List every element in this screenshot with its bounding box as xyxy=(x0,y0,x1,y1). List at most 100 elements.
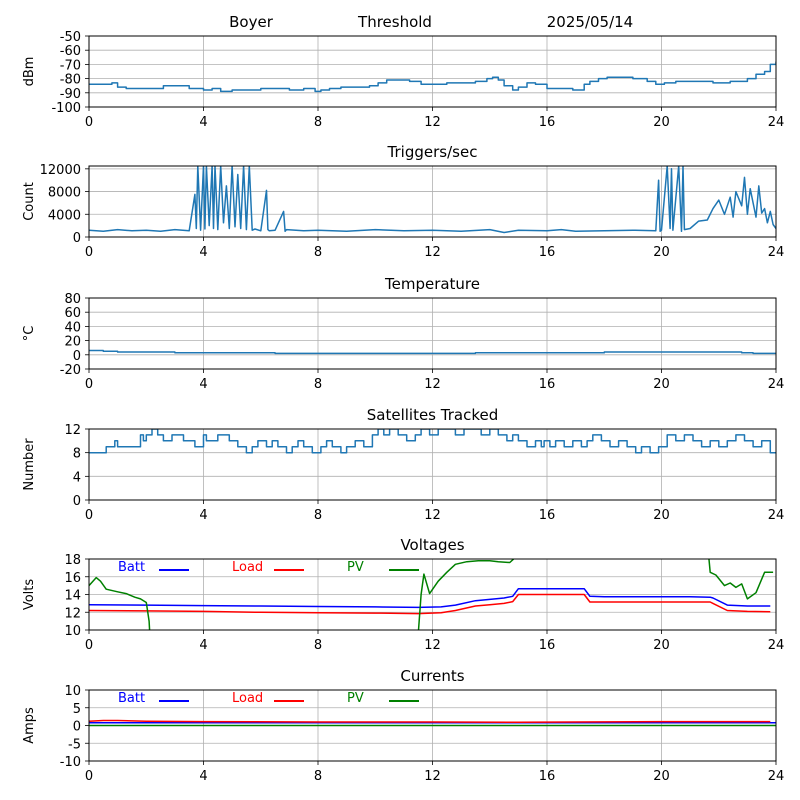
legend-label-pv: PV xyxy=(347,560,364,575)
y-tick-label: -80 xyxy=(60,73,81,88)
x-tick-label: 24 xyxy=(768,245,785,260)
y-tick-label: 10 xyxy=(64,684,81,699)
y-tick-label: 5 xyxy=(73,702,81,717)
x-tick-label: 4 xyxy=(199,638,207,653)
header-date: 2025/05/14 xyxy=(547,13,633,31)
x-tick-label: 20 xyxy=(653,638,670,653)
x-tick-label: 0 xyxy=(85,769,93,784)
y-axis-label: dBm xyxy=(22,57,37,87)
x-tick-label: 20 xyxy=(653,508,670,523)
legend-label-batt: Batt xyxy=(118,560,145,575)
x-tick-label: 12 xyxy=(424,769,441,784)
series-load-voltages xyxy=(89,593,771,615)
legend-label-load: Load xyxy=(232,691,263,706)
panel-title: Satellites Tracked xyxy=(367,406,498,424)
x-tick-label: 12 xyxy=(424,508,441,523)
y-tick-label: 4000 xyxy=(48,208,81,223)
series-line-temperature xyxy=(89,349,776,355)
y-tick-label: 8 xyxy=(73,447,81,462)
x-tick-label: 8 xyxy=(314,769,322,784)
header-station: Boyer xyxy=(229,13,274,31)
y-tick-label: 12 xyxy=(64,606,81,621)
x-tick-label: 4 xyxy=(199,377,207,392)
y-tick-label: -100 xyxy=(51,101,81,116)
x-tick-label: 16 xyxy=(539,638,556,653)
chart-panel-triggers: 0 4 8 12 16 20 24 0 4000 8000 12000 Triggers/sec Cou… xyxy=(22,143,784,260)
x-tick-label: 8 xyxy=(314,377,322,392)
x-tick-label: 20 xyxy=(653,115,670,130)
x-tick-label: 24 xyxy=(768,769,785,784)
panel-title: Currents xyxy=(400,667,464,685)
x-tick-label: 16 xyxy=(539,377,556,392)
y-tick-label: 0 xyxy=(73,720,81,735)
x-tick-label: 0 xyxy=(85,115,93,130)
y-tick-label: 0 xyxy=(73,349,81,364)
x-tick-label: 12 xyxy=(424,377,441,392)
x-tick-label: 8 xyxy=(314,508,322,523)
y-tick-label: -5 xyxy=(68,737,81,752)
legend-label-batt: Batt xyxy=(118,691,145,706)
header-subtitle: Threshold xyxy=(357,13,432,31)
legend-label-pv: PV xyxy=(347,691,364,706)
x-tick-label: 16 xyxy=(539,508,556,523)
x-tick-label: 12 xyxy=(424,245,441,260)
y-axis-label: Volts xyxy=(22,579,37,611)
y-axis-label: °C xyxy=(22,326,37,342)
legend-label-load: Load xyxy=(232,560,263,575)
x-tick-label: 24 xyxy=(768,508,785,523)
x-tick-label: 24 xyxy=(768,115,785,130)
x-tick-label: 4 xyxy=(199,508,207,523)
x-tick-label: 8 xyxy=(314,638,322,653)
y-tick-label: -70 xyxy=(60,58,81,73)
series-line-satellites xyxy=(89,429,776,454)
y-tick-label: 80 xyxy=(64,292,81,307)
x-tick-label: 12 xyxy=(424,638,441,653)
x-tick-label: 16 xyxy=(539,245,556,260)
x-tick-label: 4 xyxy=(199,115,207,130)
x-tick-label: 12 xyxy=(424,115,441,130)
chart-panel-satellites: 0 4 8 12 16 20 24 0 4 8 12 Satellites Tracked Number xyxy=(22,406,784,523)
series-line-triggers xyxy=(89,166,776,234)
y-tick-label: 12000 xyxy=(40,163,81,178)
x-tick-label: 0 xyxy=(85,638,93,653)
y-tick-label: 10 xyxy=(64,624,81,639)
y-tick-label: 12 xyxy=(64,423,81,438)
y-tick-label: 20 xyxy=(64,335,81,350)
x-tick-label: 20 xyxy=(653,245,670,260)
y-tick-label: -20 xyxy=(60,363,81,378)
chart-panel-currents: 0 4 8 12 16 20 24 -10 -5 0 5 10 Currents Amps Batt Load… xyxy=(22,667,784,784)
y-tick-label: 4 xyxy=(73,470,81,485)
panel-title: Triggers/sec xyxy=(387,143,478,161)
x-tick-label: 24 xyxy=(768,377,785,392)
y-axis-label: Number xyxy=(22,438,37,491)
panel-title: Temperature xyxy=(384,275,480,293)
y-tick-label: -90 xyxy=(60,87,81,102)
x-tick-label: 8 xyxy=(314,245,322,260)
x-tick-label: 20 xyxy=(653,377,670,392)
y-tick-label: 0 xyxy=(73,231,81,246)
x-tick-label: 0 xyxy=(85,245,93,260)
y-tick-label: 0 xyxy=(73,494,81,509)
x-tick-label: 24 xyxy=(768,638,785,653)
x-tick-label: 0 xyxy=(85,377,93,392)
y-tick-label: 8000 xyxy=(48,186,81,201)
y-tick-label: -50 xyxy=(60,30,81,45)
series-batt-voltages xyxy=(89,587,771,609)
y-tick-label: 40 xyxy=(64,320,81,335)
y-tick-label: 60 xyxy=(64,306,81,321)
y-tick-label: -10 xyxy=(60,755,81,770)
y-tick-label: 16 xyxy=(64,571,81,586)
x-tick-label: 20 xyxy=(653,769,670,784)
series-pv-voltages xyxy=(89,559,774,630)
x-tick-label: 0 xyxy=(85,508,93,523)
panel-title: Voltages xyxy=(400,536,464,554)
chart-panel-voltages: 0 4 8 12 16 20 24 10 12 14 16 18 Voltages Volts Batt Lo… xyxy=(22,536,785,653)
y-tick-label: 18 xyxy=(64,553,81,568)
y-tick-label: -60 xyxy=(60,44,81,59)
y-axis-label: Amps xyxy=(22,707,37,744)
y-tick-label: 14 xyxy=(64,589,81,604)
